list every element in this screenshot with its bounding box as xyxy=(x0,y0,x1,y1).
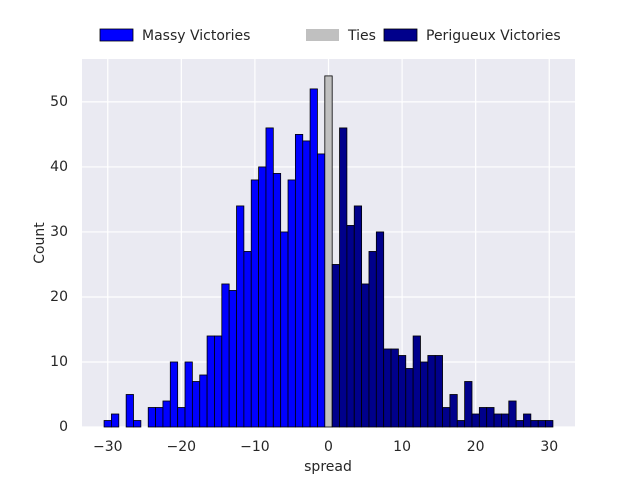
y-tick-label: 30 xyxy=(50,224,68,240)
bar xyxy=(169,361,179,428)
bar xyxy=(147,407,156,428)
bar xyxy=(155,407,164,428)
bar xyxy=(243,251,252,428)
x-axis-label: spread xyxy=(304,459,352,475)
bar xyxy=(133,420,142,428)
bar xyxy=(442,407,451,428)
bar xyxy=(501,413,510,428)
x-tick-label: 20 xyxy=(467,439,485,455)
bar xyxy=(530,420,539,428)
bar xyxy=(420,361,429,428)
bar xyxy=(324,75,333,428)
bar xyxy=(221,283,230,428)
bar xyxy=(177,407,186,428)
legend-swatch xyxy=(306,29,339,41)
bar xyxy=(250,179,259,428)
bar xyxy=(287,179,296,428)
bar xyxy=(383,348,392,428)
bar xyxy=(280,231,289,428)
bar xyxy=(265,127,274,428)
bar xyxy=(258,166,267,428)
bar xyxy=(412,335,421,428)
bar xyxy=(184,361,193,428)
y-tick-label: 40 xyxy=(50,159,68,175)
bar xyxy=(353,205,363,428)
bar xyxy=(339,127,348,428)
y-axis-label: Count xyxy=(32,222,48,264)
bar xyxy=(390,348,399,428)
bar xyxy=(331,264,340,428)
y-tick-label: 20 xyxy=(50,289,68,305)
bar xyxy=(346,225,355,428)
bar xyxy=(125,394,134,428)
bar xyxy=(272,173,282,428)
legend-swatch xyxy=(99,28,134,42)
bar xyxy=(302,140,311,428)
bar xyxy=(478,407,488,428)
bar xyxy=(368,251,377,428)
y-tick-label: 0 xyxy=(59,419,68,435)
x-tick-label: 0 xyxy=(324,439,333,455)
bar xyxy=(103,420,112,428)
legend-label: Ties xyxy=(347,28,376,44)
y-tick-label: 10 xyxy=(50,354,68,370)
bar xyxy=(523,413,532,428)
bar xyxy=(162,400,171,428)
bar xyxy=(515,420,524,428)
bar xyxy=(236,205,245,428)
x-tick-label: −20 xyxy=(167,439,197,455)
bar xyxy=(464,381,473,428)
x-tick-label: 30 xyxy=(540,439,558,455)
legend-label: Perigueux Victories xyxy=(426,28,561,44)
bar xyxy=(537,420,546,428)
bar xyxy=(405,368,414,428)
bar xyxy=(486,407,495,428)
bar xyxy=(449,394,458,428)
x-tick-label: 10 xyxy=(393,439,411,455)
legend-swatch xyxy=(383,28,418,42)
bar xyxy=(493,413,502,428)
y-tick-label: 50 xyxy=(50,94,68,110)
bar xyxy=(545,420,554,428)
bar xyxy=(427,355,436,428)
bar xyxy=(206,335,215,428)
bar xyxy=(317,153,326,428)
bar xyxy=(191,381,201,428)
bar xyxy=(361,283,370,428)
x-tick-label: −30 xyxy=(93,439,123,455)
bar xyxy=(214,335,223,428)
bar xyxy=(398,355,407,428)
x-tick-label: −10 xyxy=(240,439,270,455)
bar xyxy=(508,400,517,428)
bar xyxy=(471,413,480,428)
bar xyxy=(228,290,237,428)
bar xyxy=(434,355,443,428)
legend-label: Massy Victories xyxy=(142,28,250,44)
bar xyxy=(456,420,466,428)
bar xyxy=(309,88,318,428)
bar xyxy=(111,413,120,428)
bar xyxy=(294,134,304,428)
bar xyxy=(375,231,385,428)
bar xyxy=(199,374,208,428)
